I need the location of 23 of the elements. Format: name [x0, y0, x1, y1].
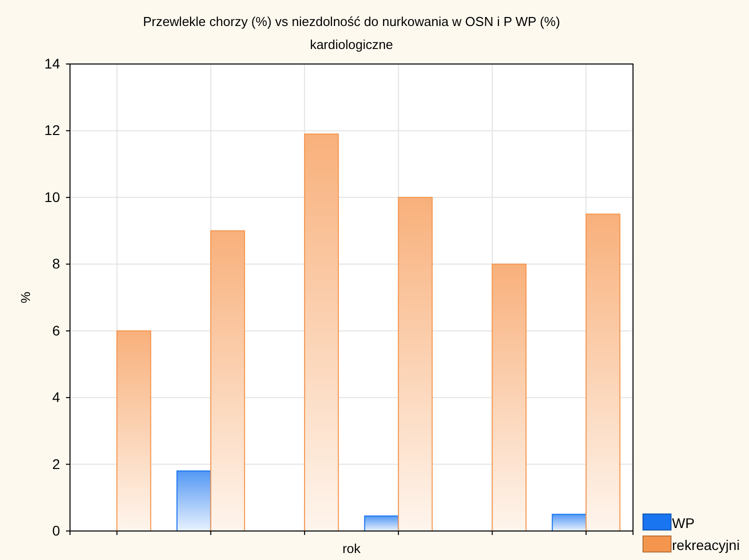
- bar: [552, 514, 587, 532]
- y-tick-label: 0: [52, 522, 60, 538]
- bar: [492, 264, 527, 532]
- chart-title: Przewlekle chorzy (%) vs niezdolność do nurkowania w OSN i P WP (%): [142, 14, 560, 29]
- y-tick-label: 14: [44, 55, 60, 72]
- y-tick-label: 6: [52, 322, 60, 338]
- x-axis-title: rok: [342, 541, 362, 556]
- legend-label: rekreacyjni: [672, 537, 740, 553]
- y-tick-label: 2: [52, 456, 60, 472]
- y-axis-title: %: [18, 291, 33, 304]
- bar: [586, 214, 620, 532]
- y-tick-label: 12: [44, 122, 60, 138]
- bar: [210, 230, 246, 532]
- legend-label: WP: [672, 515, 695, 531]
- y-tick-label: 8: [52, 256, 60, 272]
- bar: [116, 330, 152, 532]
- bar: [304, 134, 339, 532]
- bar: [364, 515, 399, 532]
- y-tick-label: 10: [44, 188, 60, 205]
- bar: [176, 470, 212, 532]
- y-tick-label: 4: [52, 389, 60, 406]
- chart-subtitle: kardiologiczne: [310, 37, 394, 52]
- bar: [398, 196, 433, 532]
